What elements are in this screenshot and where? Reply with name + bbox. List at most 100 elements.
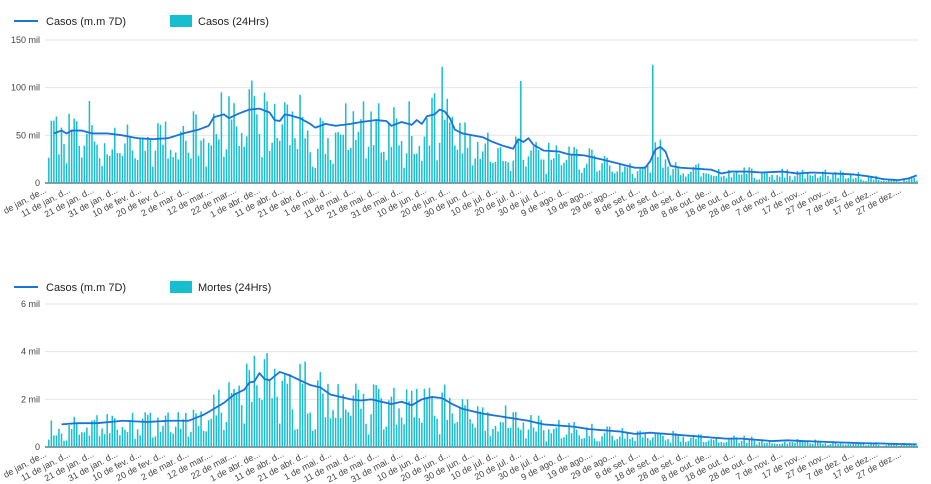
daily-bar [476, 141, 479, 183]
daily-bar [624, 438, 626, 447]
daily-bar [139, 138, 141, 183]
daily-bar [299, 94, 301, 183]
daily-bar [55, 116, 58, 183]
daily-bar [119, 435, 121, 447]
daily-bar [591, 149, 593, 183]
daily-bar [106, 414, 108, 447]
daily-bar [542, 430, 545, 447]
daily-bar [641, 437, 644, 447]
daily-bar [875, 175, 877, 183]
daily-bar [436, 418, 438, 447]
daily-bar [261, 157, 263, 183]
daily-bar [73, 118, 75, 183]
daily-bar [276, 396, 278, 447]
daily-bar [667, 166, 669, 183]
daily-bar [228, 96, 230, 183]
daily-bar [649, 172, 652, 183]
daily-bar [525, 438, 527, 447]
daily-bar [131, 412, 134, 447]
daily-bar [139, 435, 141, 447]
daily-bar [167, 412, 169, 447]
daily-bar [535, 142, 537, 183]
daily-bar [482, 151, 484, 183]
daily-bar [352, 395, 355, 447]
daily-bar [60, 433, 63, 447]
daily-bar [735, 437, 738, 447]
daily-bar [474, 158, 476, 183]
daily-bar [299, 364, 301, 447]
daily-bar [197, 425, 200, 447]
daily-bar [877, 179, 880, 183]
daily-bar [159, 431, 162, 447]
daily-bar [662, 435, 664, 447]
daily-bar [83, 432, 86, 447]
daily-bar [147, 414, 149, 447]
daily-bar [677, 434, 679, 447]
daily-bar [174, 426, 177, 447]
daily-bar [474, 427, 476, 447]
daily-bar [68, 113, 70, 183]
daily-bar [611, 171, 613, 183]
moving-average-line [61, 371, 917, 446]
daily-bar [48, 157, 50, 183]
daily-bar [327, 138, 329, 183]
y-tick-label: 2 mil [21, 394, 40, 404]
daily-bar [601, 436, 603, 447]
daily-bar [86, 133, 88, 183]
daily-bar [870, 176, 872, 183]
daily-bar [860, 443, 862, 447]
daily-bar [240, 132, 243, 183]
line-series [61, 371, 917, 446]
daily-bar [890, 443, 893, 447]
daily-bar [164, 121, 167, 183]
daily-bar [108, 155, 111, 183]
daily-bar [398, 408, 400, 447]
daily-bar [317, 380, 319, 447]
daily-bar [134, 438, 136, 447]
daily-bar [464, 405, 466, 447]
daily-bar [578, 169, 580, 183]
daily-bar [847, 178, 849, 183]
daily-bar [337, 132, 339, 183]
daily-bar [784, 441, 786, 447]
daily-bar [631, 173, 634, 183]
daily-bar [842, 172, 844, 183]
daily-bar [898, 445, 900, 447]
daily-bar [65, 163, 68, 183]
daily-bar [702, 442, 705, 447]
daily-bar [695, 438, 697, 447]
daily-bar [659, 434, 662, 447]
daily-bar [200, 411, 202, 447]
legend-label-daily: Mortes (24Hrs) [198, 282, 271, 294]
daily-bar [438, 142, 441, 183]
daily-bar [591, 423, 593, 447]
daily-bar [865, 445, 867, 447]
daily-bar [253, 96, 256, 183]
daily-bar [885, 445, 888, 447]
daily-bar [847, 444, 849, 447]
daily-bar [213, 394, 215, 447]
daily-bar [350, 147, 352, 183]
daily-bar [319, 117, 322, 183]
daily-bar [751, 436, 753, 447]
daily-bar [849, 174, 852, 183]
daily-bar [408, 401, 410, 447]
daily-bar [586, 427, 588, 447]
daily-bar [65, 440, 68, 447]
daily-bar [583, 167, 586, 183]
daily-bar [745, 443, 748, 447]
daily-bar [248, 89, 251, 183]
daily-bar [464, 122, 466, 183]
daily-bar [157, 123, 159, 183]
daily-bar [799, 172, 801, 183]
daily-bar [88, 435, 91, 447]
daily-bar [542, 159, 545, 183]
daily-bar [898, 181, 900, 183]
daily-bar [570, 154, 573, 183]
daily-bar [388, 400, 390, 447]
daily-bar [677, 167, 679, 183]
daily-bar [824, 169, 827, 183]
daily-bar [634, 440, 636, 447]
daily-bar [116, 429, 119, 447]
legend-bar-swatch [170, 281, 192, 293]
